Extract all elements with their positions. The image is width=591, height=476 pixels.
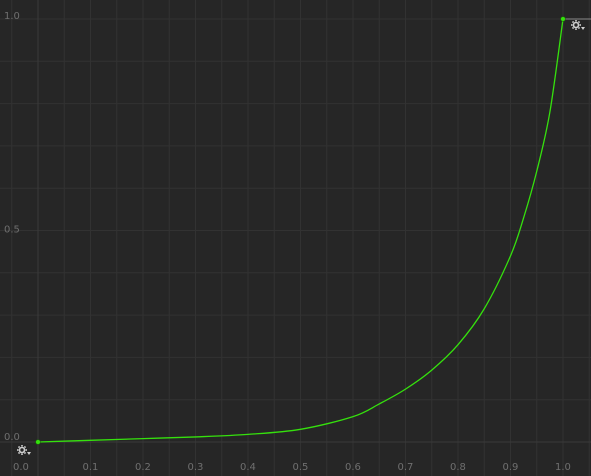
x-tick-label: 0.7 [398,462,414,473]
keyframes [35,16,566,445]
y-tick-label: 1.0 [4,11,20,22]
x-tick-label: 1.0 [555,462,571,473]
x-tick-label: 0.8 [450,462,466,473]
tick-labels: 0.0 0.1 0.2 0.3 0.4 0.5 0.6 0.7 0.8 0.9 1.0 0.0 0.5 1… [4,11,571,473]
keyframe-point[interactable] [35,439,41,445]
x-tick-label: 0.3 [188,462,204,473]
start-key-gear-icon[interactable] [17,445,31,455]
x-tick-label: 0.1 [83,462,99,473]
y-tick-label: 0.5 [4,225,20,236]
x-tick-label: 0.6 [345,462,361,473]
x-tick-label: 0.2 [135,462,151,473]
y-tick-label: 0.0 [4,432,20,443]
x-tick-label: 0.0 [13,462,29,473]
curve-line[interactable] [37,18,564,443]
curve-layer [37,18,591,443]
x-tick-label: 0.9 [503,462,519,473]
x-tick-label: 0.4 [240,462,256,473]
x-tick-label: 0.5 [293,462,309,473]
end-key-gear-icon[interactable] [571,20,585,30]
keyframe-point[interactable] [560,16,566,22]
